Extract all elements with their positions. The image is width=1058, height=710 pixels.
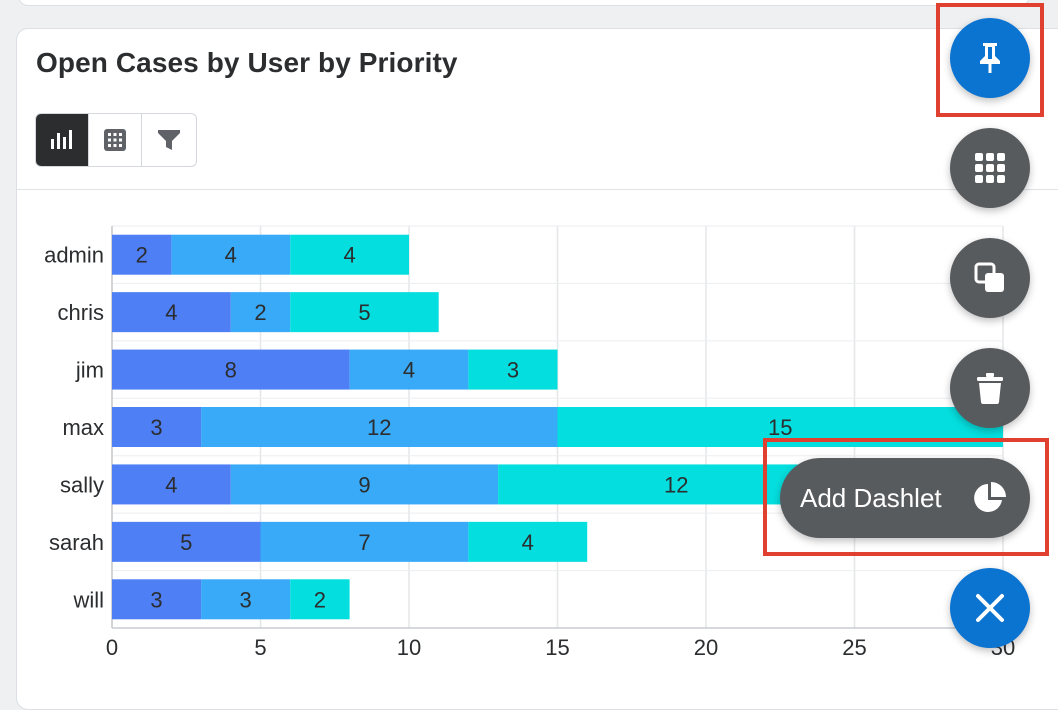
- pin-icon: [980, 43, 1000, 73]
- bar-segment: [290, 234, 409, 275]
- bar-segment: [201, 407, 558, 447]
- bar-segment: [230, 464, 499, 505]
- card-divider: [17, 189, 1058, 190]
- bar-segment: [468, 349, 558, 390]
- duplicate-icon: [974, 262, 1004, 292]
- x-tick-label: 0: [106, 635, 118, 660]
- category-label: sarah: [49, 530, 104, 555]
- bar-segment: [112, 292, 231, 333]
- category-label: admin: [44, 243, 104, 268]
- bar-value-label: 3: [240, 587, 252, 612]
- bar-value-label: 4: [165, 300, 177, 325]
- table-view-button[interactable]: [89, 114, 142, 166]
- bar-value-label: 5: [358, 300, 370, 325]
- bar-segment: [201, 579, 291, 620]
- filter-icon: [157, 130, 180, 150]
- grid-icon: [104, 129, 126, 151]
- bar-segment: [349, 349, 469, 390]
- apps-grid-button[interactable]: [950, 128, 1030, 208]
- pin-button[interactable]: [950, 18, 1030, 98]
- x-tick-label: 10: [397, 635, 421, 660]
- add-dashlet-button[interactable]: Add Dashlet: [780, 458, 1030, 538]
- x-tick-label: 15: [545, 635, 569, 660]
- pie-chart-icon: [974, 482, 1006, 512]
- bar-segment: [112, 579, 202, 620]
- bar-value-label: 4: [403, 358, 415, 383]
- trash-icon: [977, 373, 1003, 404]
- bar-value-label: 3: [507, 358, 519, 383]
- bar-value-label: 4: [225, 243, 237, 268]
- bar-value-label: 4: [343, 243, 355, 268]
- bar-segment: [230, 292, 291, 333]
- delete-button[interactable]: [950, 348, 1030, 428]
- bar-segment: [290, 292, 439, 333]
- bar-segment: [468, 521, 588, 562]
- category-label: will: [72, 587, 104, 612]
- bar-segment: [171, 234, 291, 275]
- pin-highlight-box: [936, 3, 1044, 117]
- filter-button[interactable]: [142, 114, 195, 166]
- bar-segment: [112, 234, 172, 275]
- dashlet-toolbar: [35, 113, 197, 167]
- bar-value-label: 9: [358, 472, 370, 497]
- close-button[interactable]: [950, 568, 1030, 648]
- bar-value-label: 2: [136, 243, 148, 268]
- x-tick-label: 25: [842, 635, 866, 660]
- add-dashlet-highlight-box: [763, 438, 1049, 556]
- chart-view-button[interactable]: [36, 114, 89, 166]
- bar-segment: [112, 349, 350, 390]
- category-label: jim: [75, 358, 104, 383]
- bar-value-label: 3: [150, 587, 162, 612]
- bar-value-label: 2: [314, 587, 326, 612]
- apps-grid-icon: [975, 153, 1005, 183]
- bar-value-label: 15: [768, 415, 792, 440]
- bar-value-label: 12: [664, 472, 688, 497]
- bar-value-label: 2: [254, 300, 266, 325]
- bar-value-label: 7: [358, 530, 370, 555]
- bar-value-label: 4: [522, 530, 534, 555]
- bar-segment: [112, 464, 231, 505]
- bar-segment: [112, 407, 202, 447]
- duplicate-button[interactable]: [950, 238, 1030, 318]
- category-label: max: [62, 415, 104, 440]
- bar-value-label: 5: [180, 530, 192, 555]
- bar-segment: [290, 579, 350, 620]
- bar-value-label: 3: [150, 415, 162, 440]
- category-label: chris: [58, 300, 104, 325]
- bar-value-label: 4: [165, 472, 177, 497]
- bar-chart-icon: [51, 130, 72, 149]
- category-label: sally: [60, 472, 104, 497]
- dashlet-title: Open Cases by User by Priority: [36, 47, 458, 78]
- x-tick-label: 20: [694, 635, 718, 660]
- add-dashlet-label: Add Dashlet: [800, 482, 942, 513]
- bar-value-label: 8: [225, 358, 237, 383]
- close-icon: [976, 594, 1004, 622]
- bar-segment: [260, 521, 469, 562]
- bar-segment: [112, 521, 261, 562]
- x-tick-label: 5: [254, 635, 266, 660]
- bar-value-label: 12: [367, 415, 391, 440]
